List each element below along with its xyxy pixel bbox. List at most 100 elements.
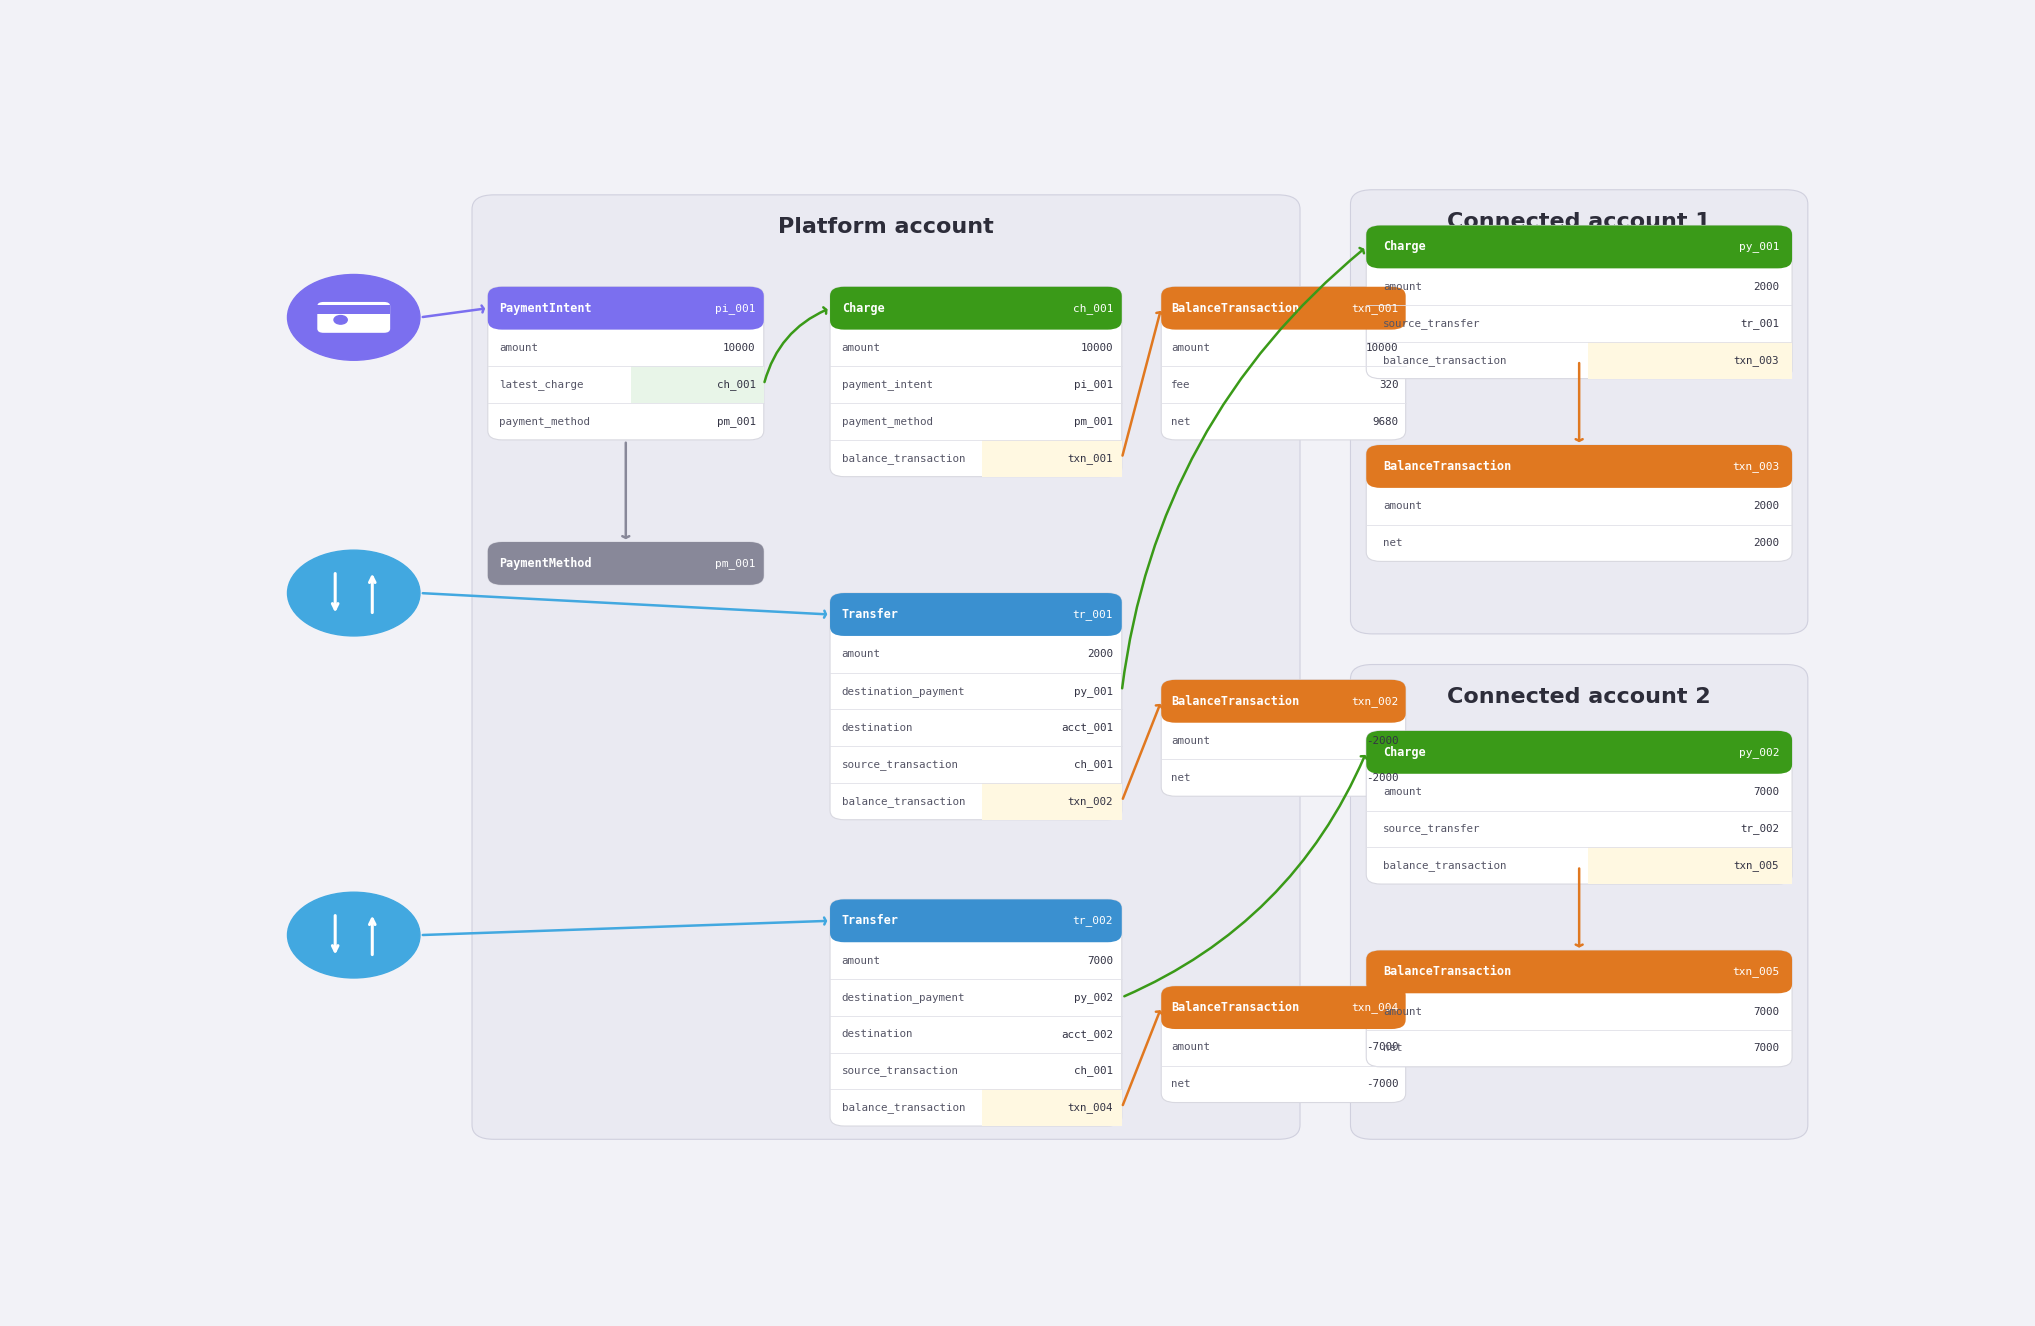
Text: source_transaction: source_transaction	[842, 758, 958, 770]
Text: 7000: 7000	[1754, 1006, 1779, 1017]
Text: -7000: -7000	[1365, 1079, 1398, 1089]
Text: amount: amount	[842, 650, 881, 659]
FancyBboxPatch shape	[488, 286, 763, 330]
Text: txn_002: txn_002	[1068, 796, 1113, 806]
Text: ch_001: ch_001	[1072, 302, 1113, 314]
Text: source_transaction: source_transaction	[842, 1065, 958, 1077]
Text: ch_001: ch_001	[716, 379, 755, 390]
Text: Charge: Charge	[1384, 240, 1427, 253]
Text: pm_001: pm_001	[1074, 416, 1113, 427]
Text: pi_001: pi_001	[714, 302, 755, 314]
FancyBboxPatch shape	[1351, 664, 1807, 1139]
Text: BalanceTransaction: BalanceTransaction	[1384, 965, 1512, 979]
FancyBboxPatch shape	[1162, 286, 1406, 330]
Text: Connected account 2: Connected account 2	[1447, 687, 1711, 707]
Circle shape	[287, 892, 419, 979]
Text: payment_intent: payment_intent	[842, 379, 932, 390]
Text: net: net	[1384, 538, 1402, 548]
Text: py_002: py_002	[1074, 992, 1113, 1002]
FancyBboxPatch shape	[1365, 951, 1793, 1067]
FancyBboxPatch shape	[1365, 446, 1793, 561]
Text: py_001: py_001	[1738, 241, 1779, 252]
Text: 2000: 2000	[1754, 281, 1779, 292]
Bar	[631, 366, 763, 403]
Text: 2000: 2000	[1754, 538, 1779, 548]
Text: tr_002: tr_002	[1740, 823, 1779, 834]
Text: txn_004: txn_004	[1351, 1002, 1398, 1013]
Text: ch_001: ch_001	[1074, 758, 1113, 770]
Text: 7000: 7000	[1087, 956, 1113, 965]
FancyBboxPatch shape	[1162, 680, 1406, 796]
Text: balance_transaction: balance_transaction	[1384, 861, 1506, 871]
FancyBboxPatch shape	[1351, 190, 1807, 634]
FancyBboxPatch shape	[1365, 951, 1793, 993]
FancyBboxPatch shape	[1365, 446, 1793, 488]
FancyBboxPatch shape	[1162, 286, 1406, 440]
FancyBboxPatch shape	[1365, 225, 1793, 379]
FancyBboxPatch shape	[488, 542, 763, 585]
Bar	[981, 440, 1121, 476]
Text: source_transfer: source_transfer	[1384, 823, 1481, 834]
FancyBboxPatch shape	[830, 286, 1121, 476]
Text: tr_001: tr_001	[1072, 609, 1113, 621]
FancyBboxPatch shape	[830, 593, 1121, 819]
Text: amount: amount	[1384, 788, 1422, 797]
Text: pm_001: pm_001	[716, 416, 755, 427]
Text: Charge: Charge	[1384, 745, 1427, 758]
Text: txn_003: txn_003	[1732, 461, 1779, 472]
Text: 7000: 7000	[1754, 788, 1779, 797]
Text: BalanceTransaction: BalanceTransaction	[1170, 1001, 1298, 1014]
Text: 2000: 2000	[1754, 501, 1779, 512]
Text: balance_transaction: balance_transaction	[842, 796, 965, 806]
Text: destination_payment: destination_payment	[842, 686, 965, 696]
Text: py_002: py_002	[1738, 747, 1779, 757]
Text: source_transfer: source_transfer	[1384, 318, 1481, 329]
Text: amount: amount	[1170, 343, 1211, 353]
Text: -7000: -7000	[1365, 1042, 1398, 1053]
Text: BalanceTransaction: BalanceTransaction	[1170, 695, 1298, 708]
Text: BalanceTransaction: BalanceTransaction	[1170, 302, 1298, 314]
Text: 320: 320	[1380, 379, 1398, 390]
Circle shape	[287, 274, 419, 361]
FancyBboxPatch shape	[1365, 731, 1793, 774]
Text: tr_002: tr_002	[1072, 915, 1113, 927]
Text: acct_002: acct_002	[1060, 1029, 1113, 1040]
Text: amount: amount	[1384, 1006, 1422, 1017]
Text: amount: amount	[1170, 736, 1211, 747]
Circle shape	[287, 550, 419, 636]
Text: 9680: 9680	[1372, 416, 1398, 427]
Text: txn_001: txn_001	[1068, 452, 1113, 464]
Text: amount: amount	[842, 343, 881, 353]
FancyBboxPatch shape	[1162, 987, 1406, 1102]
Text: 10000: 10000	[1081, 343, 1113, 353]
Text: txn_003: txn_003	[1734, 355, 1779, 366]
FancyBboxPatch shape	[488, 286, 763, 440]
Bar	[981, 1089, 1121, 1126]
FancyBboxPatch shape	[830, 899, 1121, 943]
Text: latest_charge: latest_charge	[499, 379, 584, 390]
FancyBboxPatch shape	[1162, 680, 1406, 723]
Text: net: net	[1170, 773, 1190, 782]
Text: balance_transaction: balance_transaction	[1384, 355, 1506, 366]
Text: BalanceTransaction: BalanceTransaction	[1384, 460, 1512, 473]
Text: tr_001: tr_001	[1740, 318, 1779, 329]
Text: Transfer: Transfer	[842, 915, 899, 927]
Text: acct_001: acct_001	[1060, 723, 1113, 733]
Text: balance_transaction: balance_transaction	[842, 1102, 965, 1113]
Bar	[981, 782, 1121, 819]
FancyBboxPatch shape	[1162, 987, 1406, 1029]
FancyBboxPatch shape	[488, 542, 763, 585]
Text: amount: amount	[1170, 1042, 1211, 1053]
Text: Charge: Charge	[842, 302, 885, 314]
Text: Platform account: Platform account	[777, 217, 993, 237]
Text: payment_method: payment_method	[499, 416, 590, 427]
FancyBboxPatch shape	[472, 195, 1300, 1139]
Text: -2000: -2000	[1365, 773, 1398, 782]
Text: PaymentMethod: PaymentMethod	[499, 557, 592, 570]
Text: py_001: py_001	[1074, 686, 1113, 696]
Text: -2000: -2000	[1365, 736, 1398, 747]
Text: amount: amount	[842, 956, 881, 965]
Text: txn_005: txn_005	[1732, 967, 1779, 977]
Text: txn_001: txn_001	[1351, 302, 1398, 314]
Text: txn_005: txn_005	[1734, 861, 1779, 871]
